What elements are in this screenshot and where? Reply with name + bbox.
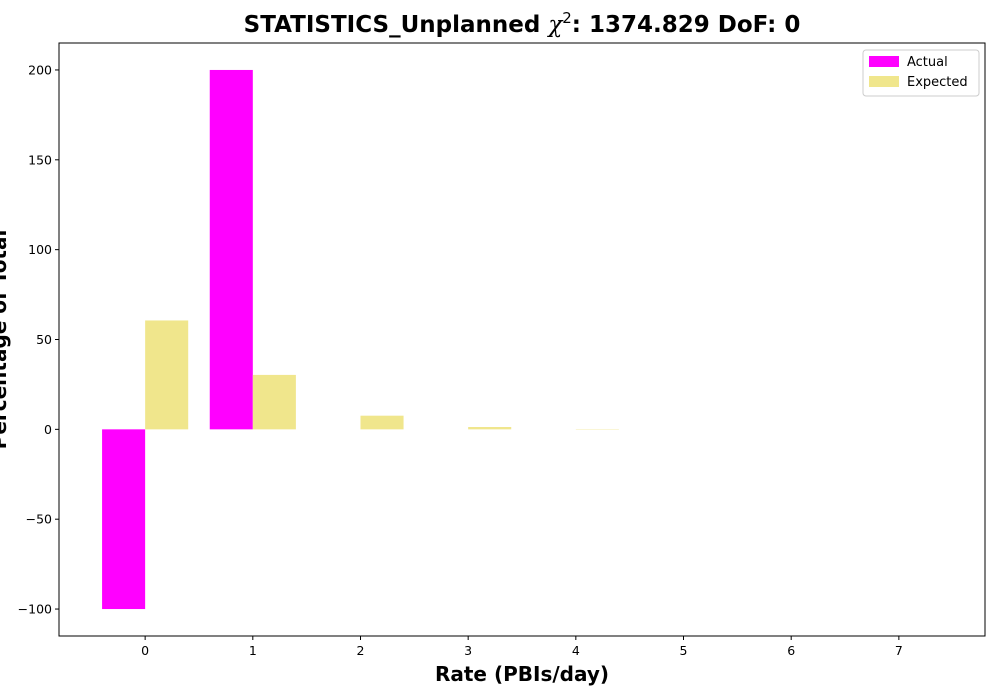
y-tick-label: 200 <box>28 62 52 77</box>
x-axis-title: Rate (PBIs/day) <box>435 662 609 686</box>
chart-title-suffix: : 1374.829 DoF: 0 <box>572 12 801 38</box>
bar-expected-3 <box>468 427 512 430</box>
bar-actual-1 <box>209 69 253 430</box>
chart-title: STATISTICS_Unplanned χ2: 1374.829 DoF: 0 <box>244 9 801 38</box>
plot-frame <box>58 42 986 637</box>
x-tick-label: 6 <box>787 643 795 658</box>
y-axis-title: Percentage of Total <box>0 230 11 450</box>
bar-expected-0 <box>145 320 189 430</box>
x-tick-label: 5 <box>680 643 688 658</box>
x-tick-label: 0 <box>141 643 149 658</box>
chart-title-superscript: 2 <box>562 9 572 27</box>
bar-expected-2 <box>360 415 404 430</box>
y-tick-label: 150 <box>28 152 52 167</box>
y-tick-label: −50 <box>26 512 52 527</box>
y-tick-label: 100 <box>28 242 52 257</box>
legend-swatch-expected <box>869 76 899 87</box>
chart-title-prefix: STATISTICS_Unplanned <box>244 12 549 38</box>
legend-label-expected: Expected <box>907 75 968 90</box>
legend: Actual Expected <box>862 49 980 97</box>
y-tick-label: −100 <box>18 602 52 617</box>
legend-label-actual: Actual <box>907 55 948 70</box>
ticks-layer: 0 1 2 3 4 5 6 7 −100 −50 0 50 100 150 200 <box>18 62 903 658</box>
bar-actual-0 <box>102 429 146 610</box>
bars-layer <box>102 69 619 610</box>
y-tick-label: 0 <box>44 422 52 437</box>
x-tick-label: 1 <box>249 643 257 658</box>
x-tick-label: 3 <box>464 643 472 658</box>
x-tick-label: 4 <box>572 643 580 658</box>
x-tick-label: 2 <box>357 643 365 658</box>
x-tick-label: 7 <box>895 643 903 658</box>
bar-expected-1 <box>252 374 296 430</box>
y-tick-label: 50 <box>36 332 52 347</box>
legend-swatch-actual <box>869 56 899 67</box>
chart-title-chi-symbol: χ <box>546 12 564 38</box>
